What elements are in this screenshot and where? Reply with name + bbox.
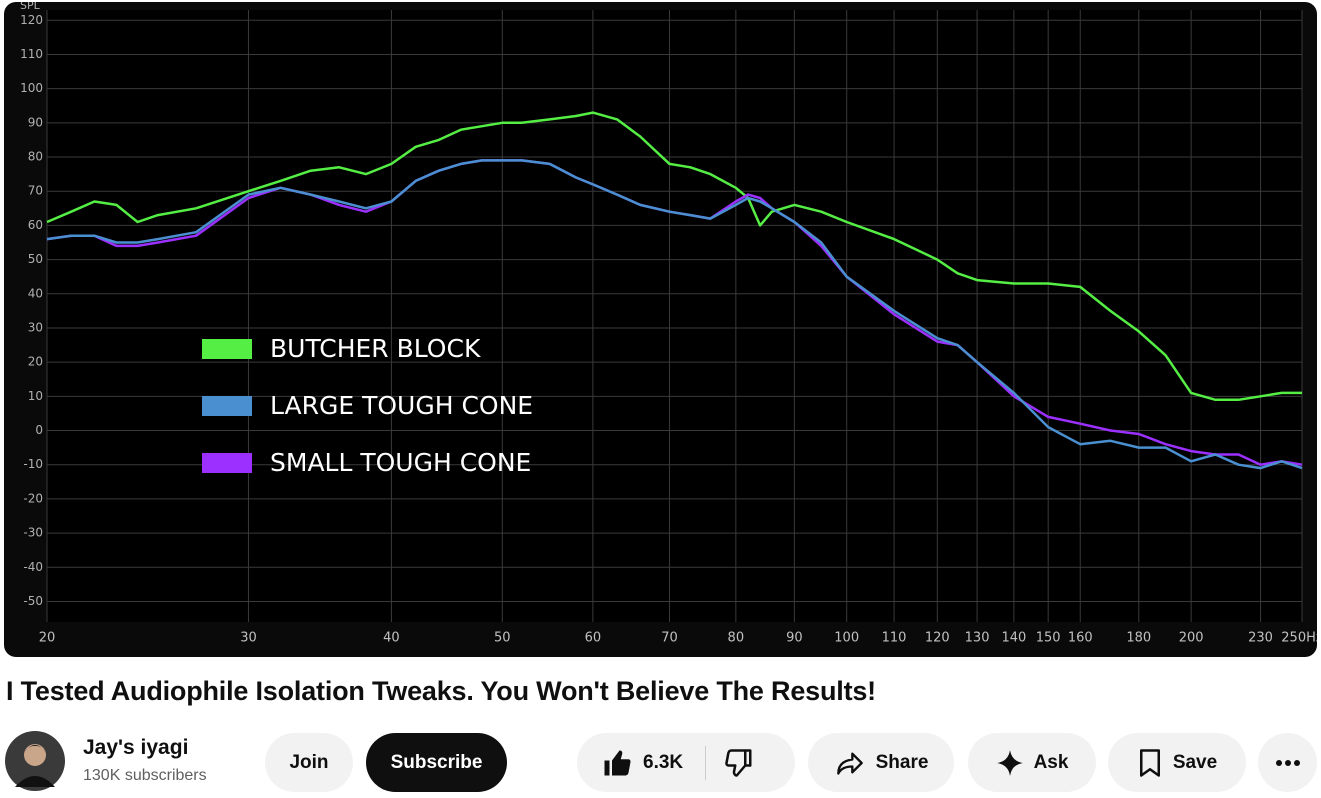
x-tick-label: 140 bbox=[1001, 631, 1026, 646]
subscribe-label: Subscribe bbox=[390, 751, 483, 773]
legend-label: BUTCHER BLOCK bbox=[270, 334, 481, 363]
channel-avatar[interactable] bbox=[5, 731, 65, 791]
like-count: 6.3K bbox=[643, 751, 684, 773]
share-icon bbox=[836, 752, 863, 775]
join-label: Join bbox=[289, 751, 329, 773]
x-tick-label: 180 bbox=[1126, 631, 1151, 646]
legend-swatch bbox=[202, 396, 252, 416]
subscribe-button[interactable]: Subscribe bbox=[366, 733, 507, 792]
x-tick-label: 150 bbox=[1036, 631, 1061, 646]
y-tick-label: 70 bbox=[28, 184, 43, 198]
y-tick-label: -10 bbox=[23, 457, 43, 471]
y-axis-title: SPL bbox=[20, 2, 41, 12]
x-tick-label: 80 bbox=[728, 631, 745, 646]
ask-icon bbox=[996, 749, 1023, 776]
dislike-icon[interactable] bbox=[724, 748, 754, 778]
y-tick-label: 10 bbox=[28, 389, 43, 403]
channel-name[interactable]: Jay's iyagi bbox=[83, 736, 189, 759]
data-line bbox=[46, 111, 1302, 402]
ask-label: Ask bbox=[1033, 751, 1069, 773]
y-tick-label: 40 bbox=[28, 286, 43, 300]
share-label: Share bbox=[875, 751, 929, 773]
ask-button[interactable]: Ask bbox=[968, 733, 1096, 792]
video-player[interactable]: -50 -40 -30 -20 -10 0 10 20 30 40 50 60 70 80 90 100 110… bbox=[4, 2, 1317, 657]
x-tick-label: 100 bbox=[834, 631, 859, 646]
y-tick-label: -40 bbox=[23, 560, 43, 574]
y-tick-label: -50 bbox=[23, 594, 43, 608]
y-tick-label: -20 bbox=[23, 491, 43, 505]
save-icon bbox=[1139, 748, 1160, 777]
y-tick-label: 60 bbox=[28, 218, 43, 232]
divider bbox=[705, 745, 707, 780]
x-tick-label: 70 bbox=[661, 631, 678, 646]
x-tick-label: 120 bbox=[925, 631, 950, 646]
like-icon[interactable] bbox=[601, 748, 633, 778]
plot-area bbox=[47, 10, 1302, 622]
y-tick-label: 80 bbox=[28, 150, 43, 164]
x-tick-label: 160 bbox=[1068, 631, 1093, 646]
like-dislike-group: 6.3K bbox=[577, 733, 795, 792]
x-tick-label: 60 bbox=[585, 631, 602, 646]
y-tick-label: 0 bbox=[35, 423, 43, 437]
data-line bbox=[46, 159, 1303, 470]
x-tick-label: 110 bbox=[882, 631, 907, 646]
y-tick-label: 90 bbox=[28, 115, 43, 129]
y-tick-label: 110 bbox=[20, 47, 43, 61]
legend-swatch bbox=[202, 453, 252, 473]
save-label: Save bbox=[1172, 751, 1218, 773]
legend-swatch bbox=[202, 339, 252, 359]
share-button[interactable]: Share bbox=[808, 733, 954, 792]
x-tick-label: 30 bbox=[240, 631, 257, 646]
legend-label: SMALL TOUGH CONE bbox=[270, 448, 531, 477]
more-icon bbox=[1275, 759, 1300, 766]
x-tick-label: 90 bbox=[786, 631, 803, 646]
x-tick-label: 130 bbox=[965, 631, 990, 646]
y-tick-label: 20 bbox=[28, 355, 43, 369]
subscriber-count: 130K subscribers bbox=[83, 767, 207, 784]
x-tick-label: 50 bbox=[494, 631, 511, 646]
video-title: I Tested Audiophile Isolation Tweaks. Yo… bbox=[6, 676, 876, 706]
y-tick-label: 50 bbox=[28, 252, 43, 266]
y-tick-label: 100 bbox=[20, 81, 43, 95]
chart: -50 -40 -30 -20 -10 0 10 20 30 40 50 60 70 80 90 100 110… bbox=[20, 2, 1317, 646]
join-button[interactable]: Join bbox=[265, 733, 353, 792]
x-tick-label: 20 bbox=[39, 631, 56, 646]
y-tick-label: 120 bbox=[20, 13, 43, 27]
x-tick-label: 250Hz bbox=[1281, 631, 1317, 646]
x-tick-label: 40 bbox=[383, 631, 400, 646]
x-tick-label: 230 bbox=[1248, 631, 1273, 646]
x-tick-label: 200 bbox=[1179, 631, 1204, 646]
y-tick-label: -30 bbox=[23, 526, 43, 540]
y-tick-label: 30 bbox=[28, 320, 43, 334]
more-button[interactable] bbox=[1258, 733, 1317, 792]
save-button[interactable]: Save bbox=[1108, 733, 1246, 792]
legend-label: LARGE TOUGH CONE bbox=[270, 391, 533, 420]
